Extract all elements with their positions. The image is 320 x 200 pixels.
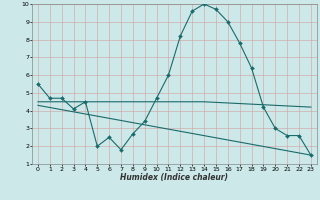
- X-axis label: Humidex (Indice chaleur): Humidex (Indice chaleur): [120, 173, 228, 182]
